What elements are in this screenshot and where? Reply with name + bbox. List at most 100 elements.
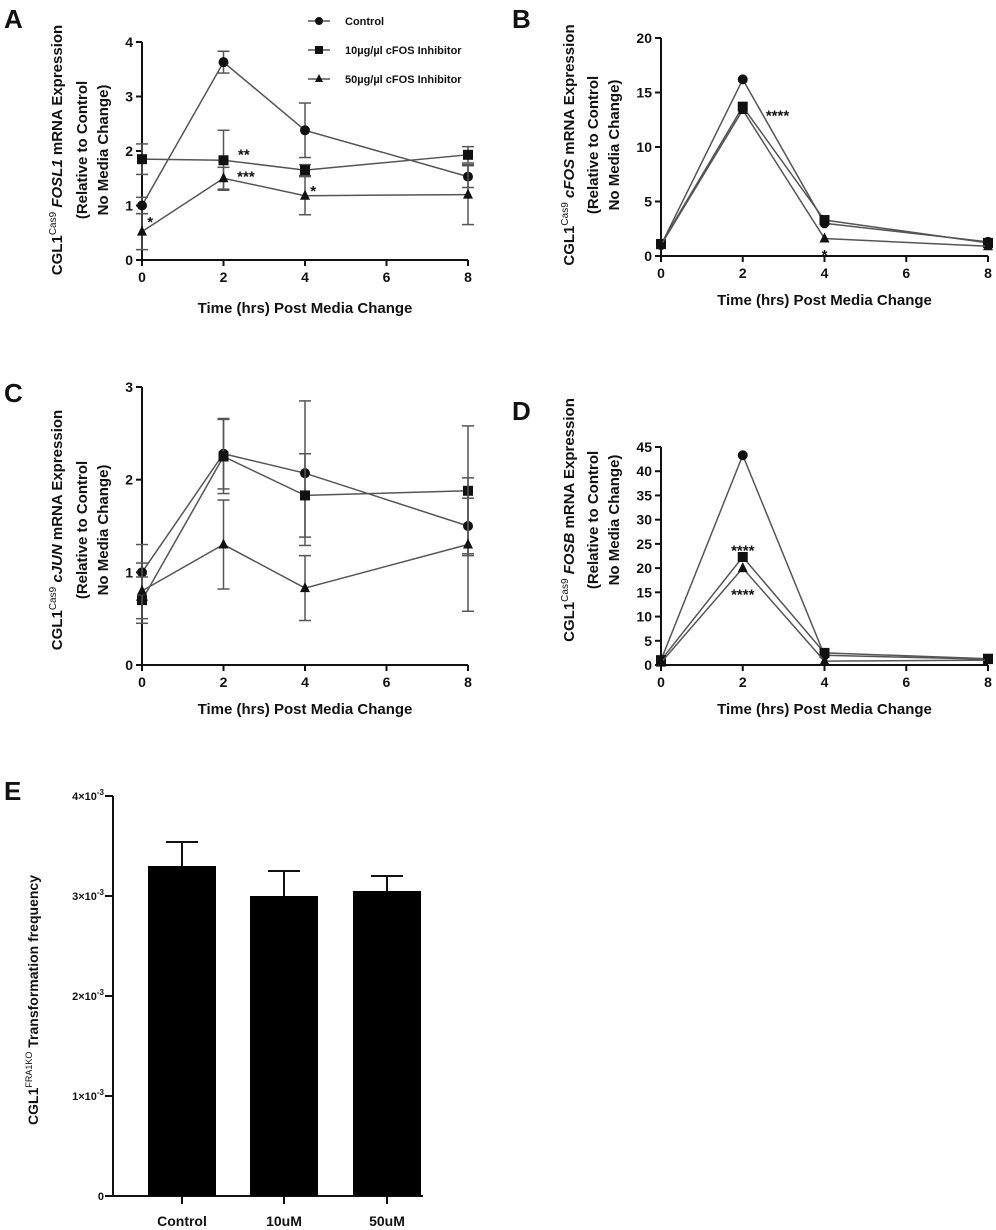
y-axis-label: CGL1Cas9 FOSL1 mRNA Expression	[48, 25, 66, 275]
y-tick-label: 2×10-3	[72, 988, 104, 1003]
x-tick-label: 2	[739, 265, 747, 281]
panel-a: A 0 1 2 3 4 0 2 4 6 8 Time (hrs) Post Media Change C…	[4, 4, 474, 317]
data-point-triangle	[218, 538, 229, 549]
y-tick-label: 35	[636, 487, 652, 503]
y-label-suffix: mRNA Expression	[561, 398, 578, 532]
data-point-circle	[737, 74, 748, 85]
y-tick-exponent: -3	[97, 788, 105, 797]
y-tick-label: 3	[125, 379, 133, 395]
series-line	[660, 77, 989, 246]
y-tick-label: 5	[644, 633, 652, 649]
y-tick-label: 0	[98, 1191, 104, 1203]
y-axis-label-line2: (Relative to Control	[74, 461, 91, 599]
data-point-circle	[218, 57, 229, 68]
y-label-superscript: Cas9	[48, 586, 59, 610]
y-label-suffix: mRNA Expression	[49, 410, 66, 544]
x-tick-label: 4	[301, 674, 309, 690]
y-tick-label: 1	[125, 198, 133, 214]
y-tick-mantissa: 0	[98, 1191, 104, 1203]
y-tick-label: 0	[644, 657, 652, 673]
x-tick-label: 50uM	[369, 1213, 405, 1229]
legend: Control 10µg/µl cFOS Inhibitor 50µg/µl cFO…	[308, 16, 462, 86]
significance-label: *	[310, 183, 316, 200]
series-line	[141, 455, 469, 601]
x-tick-label: 2	[220, 269, 228, 285]
y-axis-label-line3: No Media Change)	[606, 455, 623, 586]
y-tick-label: 3×10-3	[72, 888, 104, 903]
y-label-suffix: mRNA Expression	[561, 24, 578, 158]
y-label-prefix: CGL1	[561, 226, 578, 266]
x-tick-label: Control	[157, 1213, 207, 1229]
y-axis-label-line3: No Media Change)	[95, 465, 112, 596]
y-tick-exponent: -3	[97, 988, 105, 997]
series-circle	[656, 450, 993, 666]
y-axis-label: CGL1Cas9 cFOS mRNA Expression	[560, 24, 578, 265]
y-label-prefix: CGL1	[49, 610, 66, 650]
y-tick-label: 20	[636, 560, 652, 576]
x-tick-label: 0	[138, 269, 146, 285]
significance-label: *	[822, 247, 828, 264]
data-point-square	[300, 490, 310, 501]
data-point-square	[463, 149, 473, 160]
y-tick-label: 30	[636, 512, 652, 528]
y-tick-label: 2	[125, 143, 133, 159]
y-axis-label-line2: (Relative to Control	[74, 81, 91, 219]
data-point-triangle	[656, 656, 666, 667]
x-tick-label: 4	[821, 265, 829, 281]
y-label-prefix: CGL1	[25, 1087, 41, 1125]
legend-label: 10µg/µl cFOS Inhibitor	[345, 45, 462, 57]
data-point-triangle	[737, 562, 748, 573]
y-tick-mantissa: 2×10	[72, 991, 97, 1003]
legend-marker-triangle	[315, 74, 323, 82]
y-tick-mantissa: 3×10	[72, 891, 97, 903]
y-tick-label: 2	[125, 472, 133, 488]
y-tick-label: 1	[125, 564, 133, 580]
series-line	[660, 108, 989, 247]
bar-control	[148, 866, 216, 1196]
x-tick-label: 6	[902, 674, 910, 690]
x-tick-label: 6	[902, 265, 910, 281]
x-tick-label: 6	[383, 674, 391, 690]
y-tick-label: 45	[636, 439, 652, 455]
series-triangle	[656, 103, 993, 251]
y-tick-label: 0	[644, 248, 652, 264]
y-tick-label: 4×10-3	[72, 788, 104, 803]
panel-b: B 0 5 10 15 20 0 2 4 6 8 Time (hrs) Post Media Chan…	[512, 4, 993, 309]
y-tick-exponent: -3	[97, 888, 105, 897]
significance-label: *	[147, 214, 153, 231]
panel-d: D 0 5 10 15 20 25 30 35 40 45 0 2 4 6 8 Time (hrs) Post …	[512, 396, 993, 718]
legend-label: 50µg/µl cFOS Inhibitor	[345, 74, 462, 86]
x-axis-label: Time (hrs) Post Media Change	[717, 292, 932, 309]
panel-letter: B	[512, 4, 531, 34]
x-tick-label: 0	[657, 674, 665, 690]
x-tick-label: 8	[984, 674, 992, 690]
x-tick-label: 2	[220, 674, 228, 690]
y-tick-label: 20	[636, 30, 652, 46]
x-tick-label: 0	[657, 265, 665, 281]
bar-10um	[250, 896, 318, 1196]
y-label-gene: cJUN	[49, 543, 66, 587]
y-axis-label: CGL1Cas9 cJUN mRNA Expression	[48, 410, 66, 650]
x-tick-label: 8	[984, 265, 992, 281]
data-point-triangle	[737, 103, 748, 114]
series-line	[141, 154, 469, 171]
y-tick-label: 0	[125, 657, 133, 673]
series-line	[141, 61, 469, 206]
y-tick-exponent: -3	[97, 1088, 105, 1097]
y-axis-label-line3: No Media Change)	[606, 80, 623, 211]
bar-50um	[353, 891, 421, 1196]
data-point-triangle	[656, 239, 666, 250]
data-point-circle	[737, 450, 748, 461]
x-axis-label: Time (hrs) Post Media Change	[717, 701, 932, 718]
y-label-gene: FOSL1	[49, 159, 66, 212]
y-label-superscript: FRA1KO	[24, 1052, 34, 1088]
data-point-triangle	[819, 232, 830, 243]
data-point-triangle	[983, 654, 993, 665]
y-tick-mantissa: 1×10	[72, 1091, 97, 1103]
y-label-gene: cFOS	[561, 159, 578, 202]
y-tick-label: 40	[636, 463, 652, 479]
y-tick-label: 0	[125, 252, 133, 268]
x-tick-label: 8	[464, 674, 472, 690]
